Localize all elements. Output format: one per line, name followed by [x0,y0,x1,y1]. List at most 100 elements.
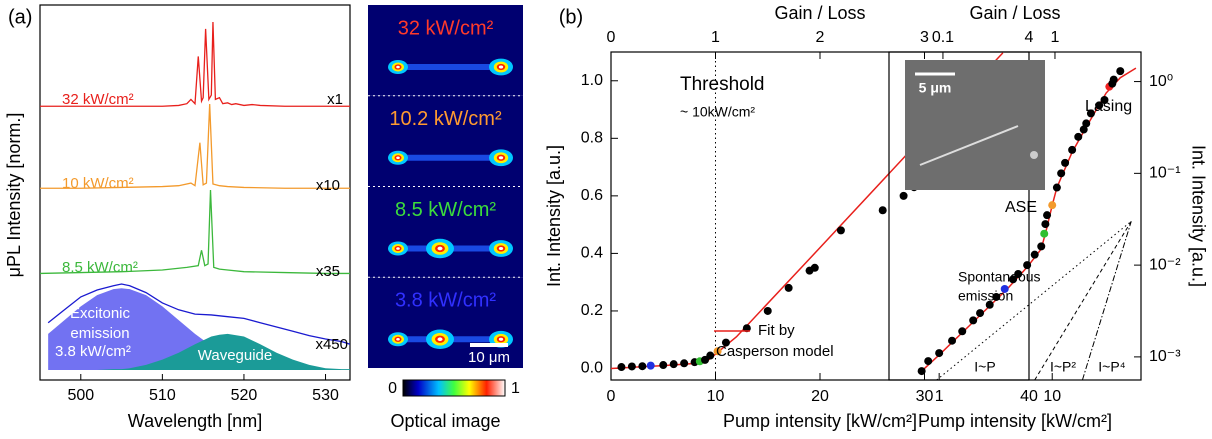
x2-tick-label: 4 [1025,29,1034,46]
image-background [368,277,523,368]
data-point [1100,95,1109,104]
y-tick-label: 10⁻² [1149,256,1181,273]
data-point [899,191,908,200]
x2-tick-label: 0 [607,29,616,46]
y-tick-label: 0.2 [581,302,603,319]
bright-spot [498,65,504,69]
image-label: 8.5 kW/cm² [395,199,496,221]
data-point [627,362,636,371]
data-point [969,316,978,325]
spectrum-line [40,189,350,275]
annotation: Threshold [680,74,765,95]
data-point [617,363,626,372]
colorbar [402,379,506,397]
data-point [958,327,967,336]
data-point [1030,250,1039,259]
bright-spot [498,246,504,251]
scale-label: x35 [316,263,340,280]
data-point [1074,132,1083,141]
annotation: ~ 10kW/cm² [680,104,755,120]
plot-frame [39,4,351,381]
colorbar-tick-label: 1 [511,380,520,397]
bright-spot [437,337,443,342]
plot-area [917,67,1137,380]
bright-spot [396,337,400,341]
x-axis-label: Pump intensity [kW/cm²] [918,411,1112,431]
spectrum-line [40,21,350,107]
series-label: 3.8 kW/cm² [55,343,131,360]
guide-line [1081,221,1132,380]
data-point [713,347,722,356]
data-point [1041,220,1050,229]
data-point [1043,211,1052,220]
annotation: Lasing [1085,98,1132,115]
data-point [948,336,957,345]
y-axis-label: Int. Intensity [a.u.] [1188,145,1208,287]
x-tick-label: 30 [916,388,934,405]
component-area [48,333,350,370]
scale-bar-label: 10 μm [468,349,510,366]
data-point [1061,158,1070,167]
x2-tick-label: 1 [711,29,720,46]
x2-tick-label: 1 [1051,29,1060,46]
component-area [48,288,350,370]
data-point [1052,183,1061,192]
bright-spot [498,337,504,341]
data-point [1082,119,1091,128]
x-tick-label: 1 [935,388,944,405]
data-point [638,362,647,371]
y-axis-label: Int. Intensity [a.u.] [544,145,564,287]
annotation: emission [958,288,1013,304]
x-tick-label: 10 [707,388,725,405]
data-point [836,226,845,235]
x-tick-label: 500 [67,387,94,404]
data-point [1057,169,1066,178]
data-point [1086,109,1095,118]
x2-tick-label: 3 [920,29,929,46]
data-point [985,300,994,309]
y-tick-label: 0.6 [581,187,603,204]
data-point [1068,145,1077,154]
y-axis-label: μPL Intensity [norm.] [4,113,24,278]
spectrum-line [40,103,350,189]
scale-label: x450 [315,336,348,353]
data-point [706,351,715,360]
bright-spot [437,246,443,251]
plot-area [40,21,350,370]
x-tick-label: 20 [811,388,829,405]
x-tick-label: 510 [149,387,176,404]
component-label: Waveguide [198,347,273,364]
x-axis-label: Wavelength [nm] [128,411,262,431]
panel-label: (b) [559,6,583,28]
data-point [935,349,944,358]
data-point [1037,242,1046,251]
x-tick-label: 530 [312,387,339,404]
data-point [1023,261,1032,270]
data-point [1095,101,1104,110]
x-tick-label: 40 [1020,388,1038,405]
x-axis-label: Pump intensity [kW/cm²] [723,411,917,431]
bright-spot [396,156,400,160]
data-point [992,292,1001,301]
data-point [646,361,655,370]
inset-nanowire [919,125,1019,166]
annotation: Spontaneous [958,269,1041,285]
y-tick-label: 10⁻¹ [1149,165,1181,182]
x2-axis-label: Gain / Loss [774,3,865,23]
spectrum-line [47,283,350,345]
bright-spot [396,247,400,250]
series-label: 32 kW/cm² [62,91,134,108]
y-tick-label: 1.0 [581,72,603,89]
data-point [1116,67,1125,76]
data-point [742,324,751,333]
data-point [680,359,689,368]
plot-frame [888,51,1142,381]
data-point [1048,201,1057,210]
x2-axis-label: Gain / Loss [969,3,1060,23]
inset-particle [1030,151,1038,159]
image-background [368,5,523,96]
guide-label: I~P [974,359,995,375]
data-point [784,283,793,292]
series-label: 8.5 kW/cm² [62,259,138,276]
